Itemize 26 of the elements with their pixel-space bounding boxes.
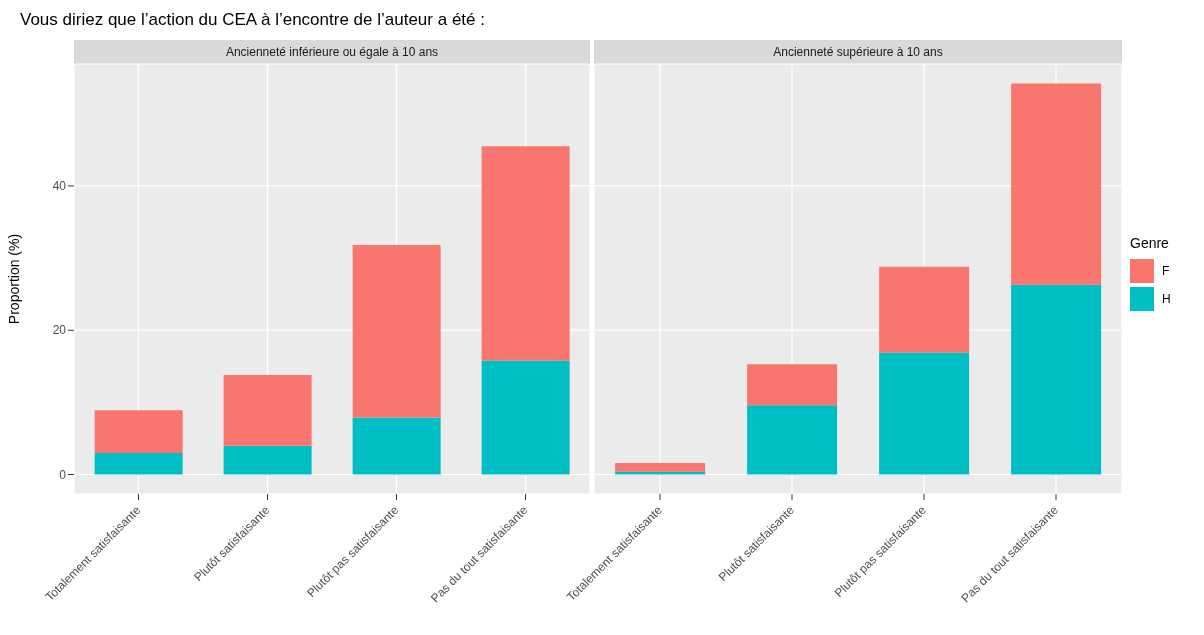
bar [747,364,838,406]
legend-label: H [1162,292,1171,306]
chart-subtitle: Ancienneté supérieure à 10 ans [594,40,1122,64]
legend-title: Genre [1130,235,1170,251]
y-tick-label: 20 [52,323,67,338]
bar [223,445,312,475]
bar [1011,284,1102,475]
bar [615,471,706,475]
bar [94,452,183,475]
y-tick-label: 40 [52,179,67,194]
bar [1011,83,1102,285]
y-tick-label: 0 [59,467,67,482]
bar [879,352,970,475]
y-axis-title: Proportion (%) [5,233,22,325]
bar [481,146,570,361]
chart-title: Vous diriez que l’action du CEA à l’encontre de l’auteur a été : [20,10,485,30]
bar [94,410,183,453]
bar [747,405,838,475]
chart-subtitle: Ancienneté inférieure ou égale à 10 ans [74,40,590,64]
bar [223,374,312,446]
bar [615,462,706,472]
bar [879,266,970,353]
bar [481,360,570,475]
bar [352,245,441,418]
legend-label: F [1162,264,1170,278]
bar [352,417,441,475]
